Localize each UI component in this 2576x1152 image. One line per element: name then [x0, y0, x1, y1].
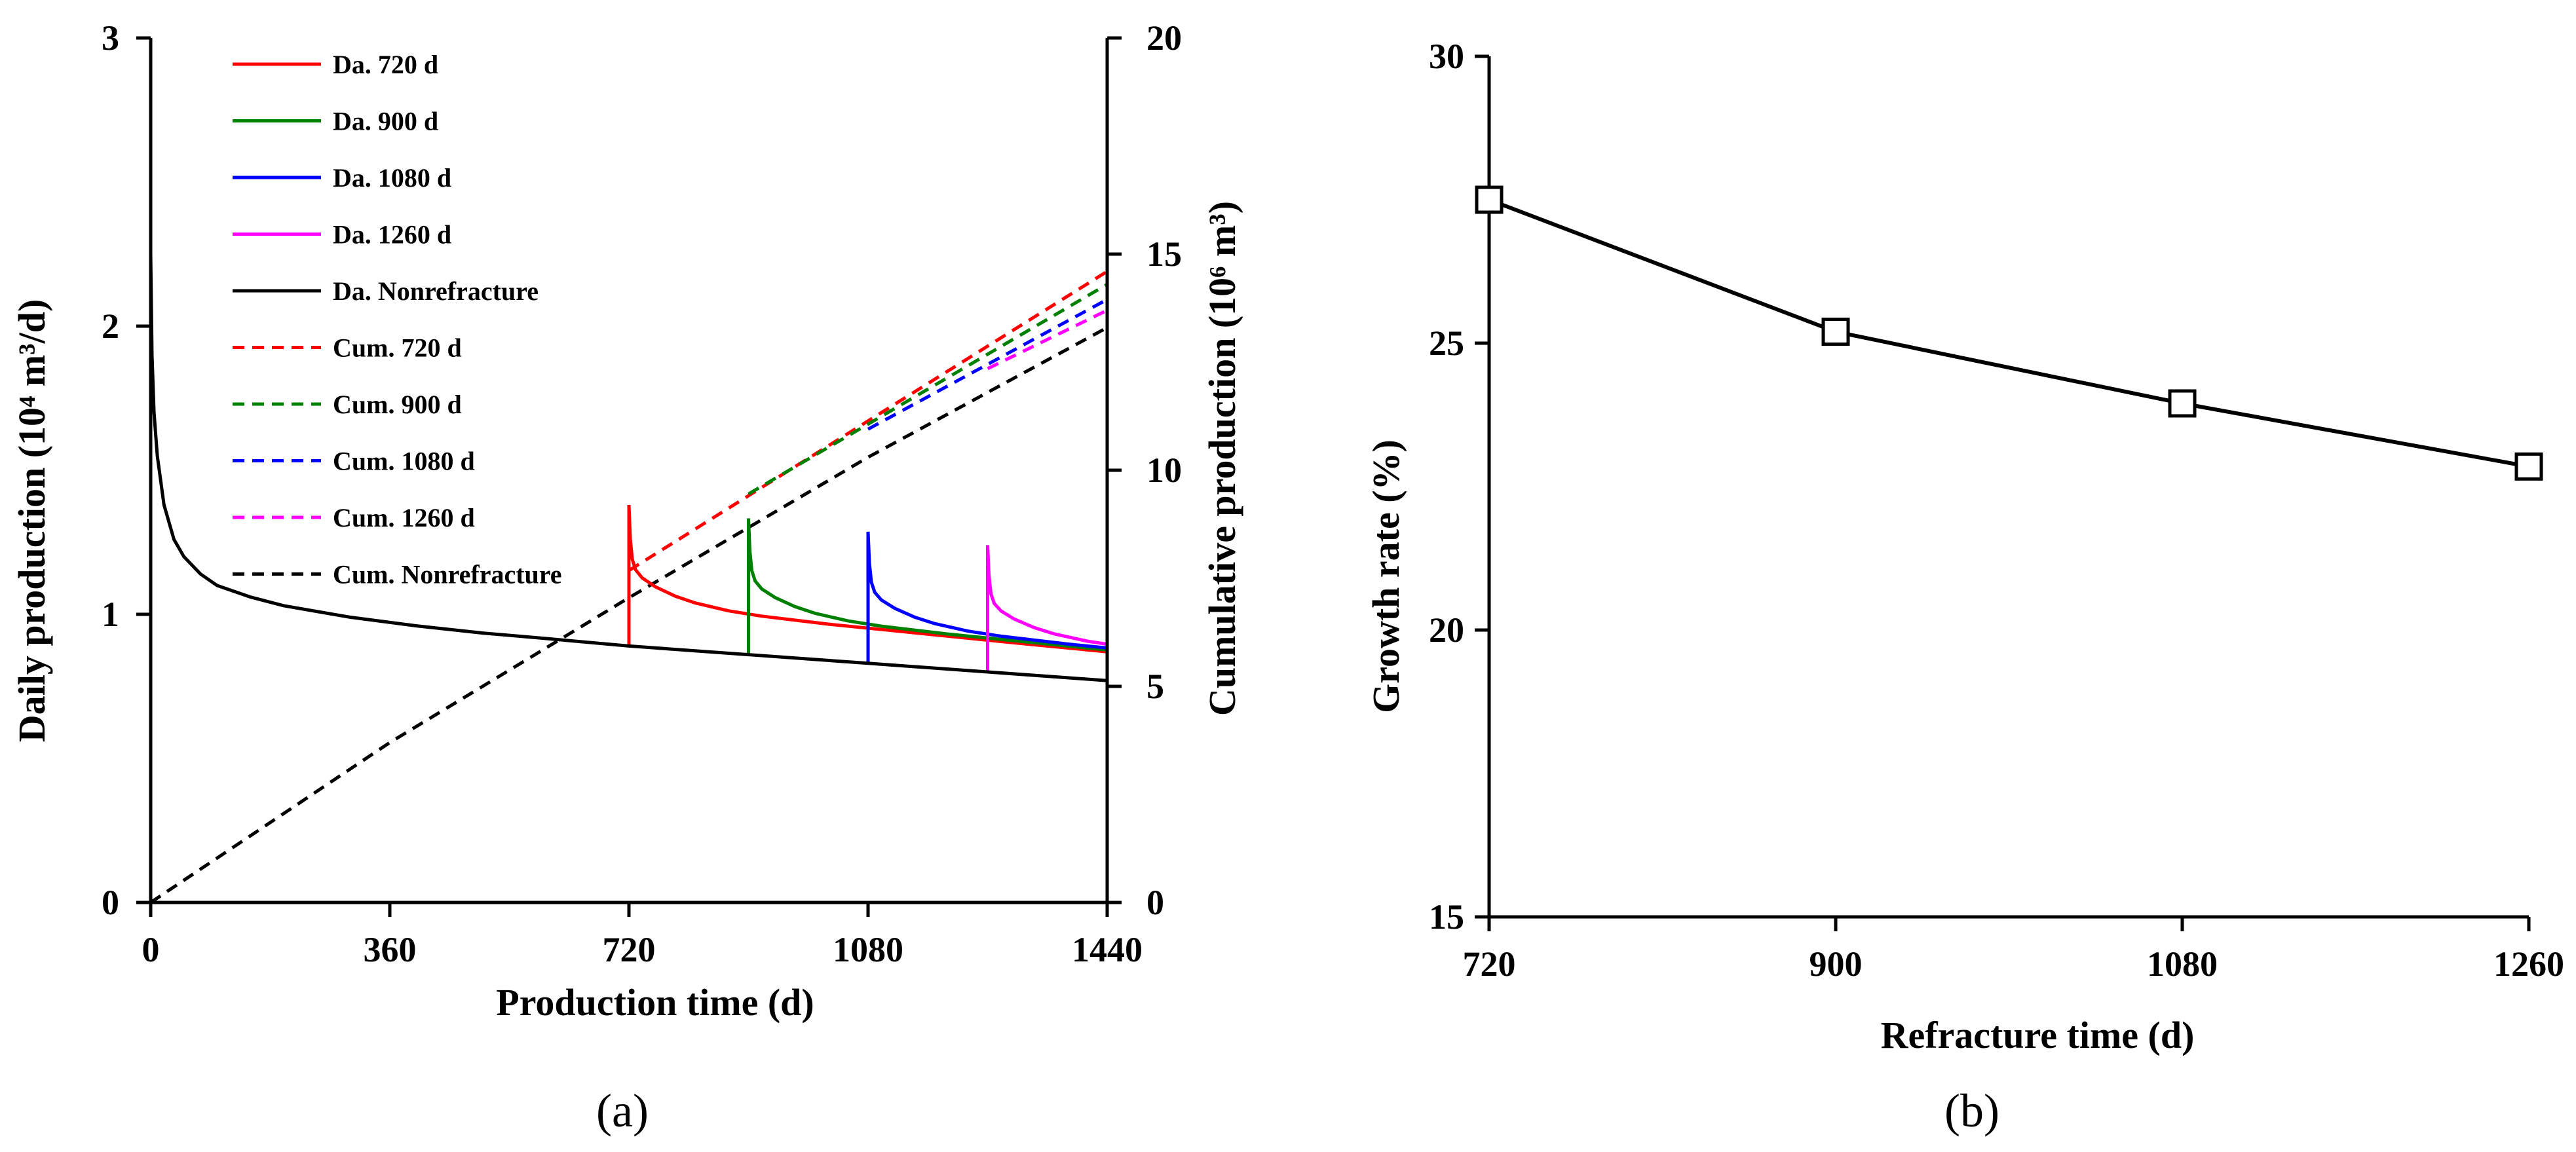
- panel-a-series: [149, 253, 1108, 904]
- panel-a-right-y-tick-label: 5: [1146, 667, 1164, 706]
- growth-rate-point: [1475, 185, 1504, 214]
- legend-label-cum-1080-d: Cum. 1080 d: [333, 447, 475, 476]
- panel-b-axes: 15 20 25 30 720 900 1080 1260: [1429, 37, 2564, 984]
- series-da-1260-d: [986, 545, 1108, 672]
- growth-rate-point: [2514, 452, 2543, 481]
- panel-b-y-axis-title: Growth rate (%): [1365, 439, 1407, 713]
- panel-b-x-tick-label: 1260: [2493, 944, 2564, 984]
- legend-label-cum-900-d: Cum. 900 d: [333, 390, 462, 419]
- series-cum-1260-d: [987, 308, 1108, 371]
- panel-b-x-tick-label: 720: [1463, 944, 1516, 984]
- growth-rate-point: [1821, 317, 1850, 346]
- legend-label-da-1260-d: Da. 1260 d: [333, 220, 451, 250]
- panel-a-x-tick-label: 360: [364, 930, 417, 969]
- panel-a-left-y-tick-label: 0: [102, 883, 119, 922]
- series-cum-720-d: [628, 270, 1108, 572]
- legend-label-da-nonrefracture: Da. Nonrefracture: [333, 276, 539, 306]
- legend-label-da-720-d: Da. 720 d: [333, 50, 438, 79]
- panel-b-x-axis-title: Refracture time (d): [1881, 1014, 2195, 1056]
- panel-a-left-y-tick-label: 1: [102, 595, 119, 634]
- panel-b-y-tick-label: 15: [1429, 897, 1464, 937]
- panel-a-x-tick-label: 1080: [833, 930, 903, 969]
- growth-rate-point: [2168, 389, 2197, 418]
- panel-b-y-tick-label: 20: [1429, 610, 1464, 650]
- panel-a-label: (a): [596, 1085, 649, 1137]
- growth-rate-line: [1488, 198, 2529, 469]
- series-cum-1080-d: [867, 298, 1108, 431]
- panel-a-x-tick-label: 1440: [1072, 930, 1143, 969]
- panel-a-right-y-tick-label: 15: [1146, 234, 1182, 274]
- panel-b-series: [1475, 185, 2543, 481]
- series-cum-nonrefracture: [149, 326, 1108, 904]
- panel-a-right-y-tick-label: 20: [1146, 18, 1182, 58]
- panel-b-label: (b): [1944, 1085, 1999, 1137]
- panel-a-x-axis-title: Production time (d): [496, 981, 814, 1024]
- series-da-720-d: [627, 504, 1108, 654]
- panel-b-x-tick-label: 1080: [2147, 944, 2218, 984]
- panel-b: 15 20 25 30 720 900 1080 1260 Refracture time (…: [1365, 37, 2564, 1137]
- legend-label-da-1080-d: Da. 1080 d: [333, 163, 451, 193]
- legend-label-cum-1260-d: Cum. 1260 d: [333, 503, 475, 532]
- panel-a-left-y-tick-label: 3: [102, 18, 119, 58]
- series-da-nonrefracture: [149, 253, 1108, 682]
- panel-a-x-tick-label: 0: [142, 930, 160, 969]
- panel-a-right-y-tick-label: 10: [1146, 451, 1182, 490]
- panel-b-y-tick-label: 30: [1429, 37, 1464, 76]
- series-da-900-d: [747, 518, 1108, 655]
- panel-a-legend: Da. 720 d Da. 900 d Da. 1080 d Da. 1260 d Da…: [233, 50, 562, 589]
- panel-a-right-y-axis-title: Cumulative production (10⁶ m³): [1201, 201, 1243, 716]
- panel-a-x-tick-label: 720: [603, 930, 656, 969]
- series-da-1080-d: [866, 531, 1108, 663]
- panel-b-y-tick-label: 25: [1429, 324, 1464, 363]
- legend-label-cum-nonrefracture: Cum. Nonrefracture: [333, 560, 562, 589]
- legend-label-da-900-d: Da. 900 d: [333, 107, 438, 136]
- legend-label-cum-720-d: Cum. 720 d: [333, 333, 462, 363]
- panel-a-left-y-axis-title: Daily production (10⁴ m³/d): [10, 299, 53, 743]
- series-cum-900-d: [748, 283, 1108, 496]
- panel-a-right-y-tick-label: 0: [1146, 883, 1164, 922]
- panel-b-x-tick-label: 900: [1809, 944, 1863, 984]
- panel-a-left-y-tick-label: 2: [102, 307, 119, 346]
